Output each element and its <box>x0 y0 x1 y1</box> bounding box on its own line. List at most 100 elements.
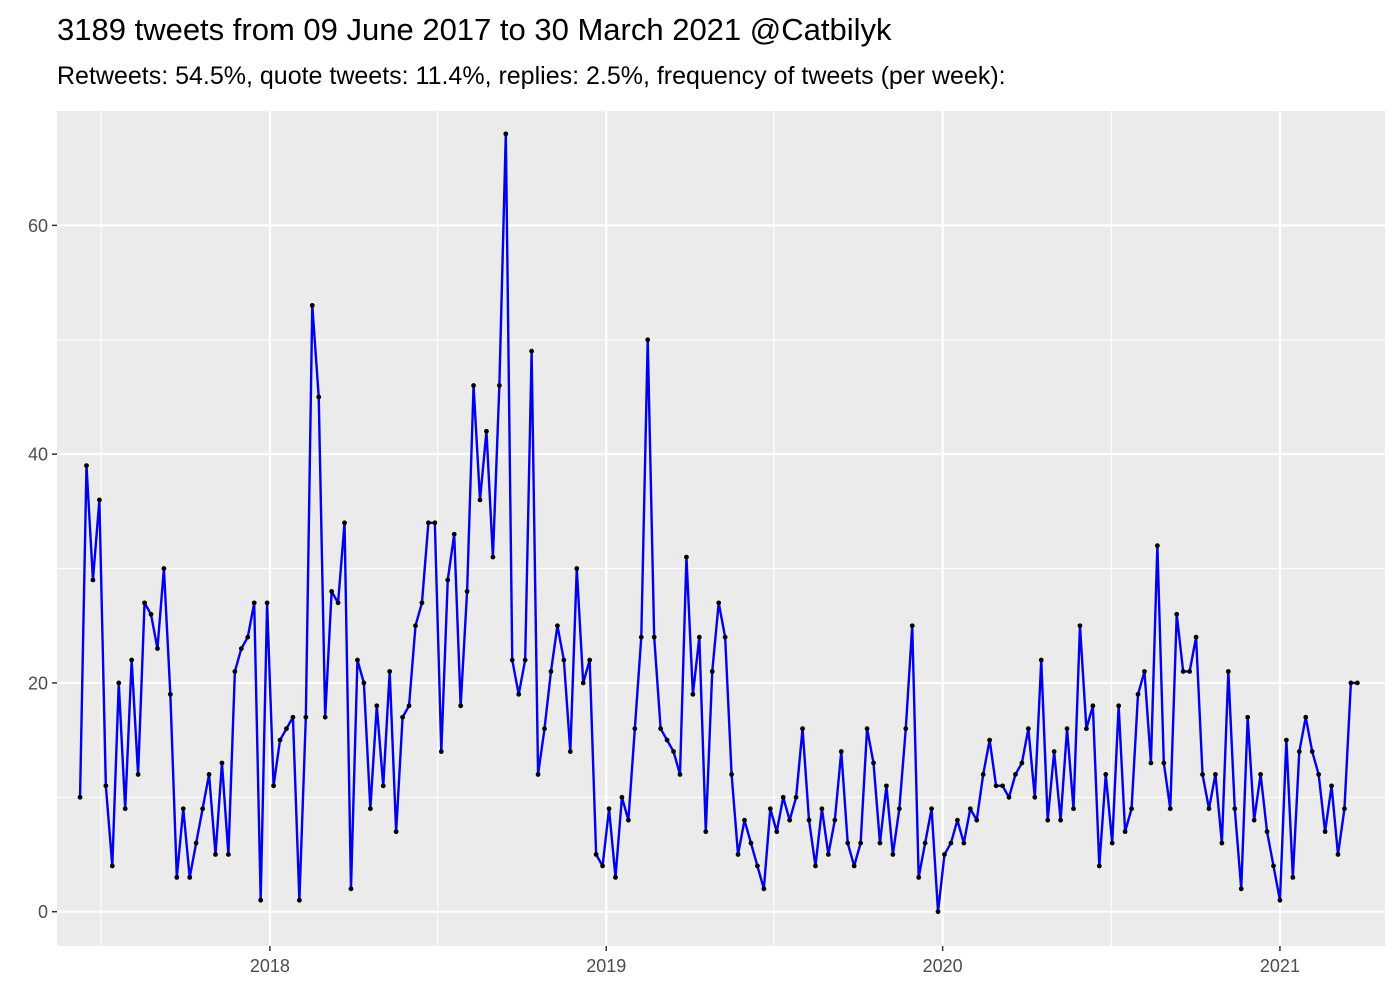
data-point <box>1290 874 1296 880</box>
data-point <box>755 863 760 869</box>
data-point <box>1142 669 1147 674</box>
data-point <box>277 737 283 743</box>
data-point <box>1019 760 1025 766</box>
data-point <box>1103 772 1109 777</box>
data-point <box>316 394 322 400</box>
data-point <box>432 520 438 526</box>
y-tick-label: 20 <box>28 673 48 693</box>
data-point <box>742 817 747 823</box>
data-point <box>161 566 167 571</box>
data-point <box>471 383 476 388</box>
data-point <box>529 348 535 354</box>
data-point <box>1135 691 1141 697</box>
data-point <box>84 463 89 468</box>
data-point <box>896 806 902 812</box>
data-point <box>774 829 780 835</box>
data-point <box>1187 669 1193 674</box>
data-point <box>1206 806 1212 812</box>
data-point <box>1051 749 1057 754</box>
data-point <box>258 897 264 903</box>
data-point <box>1032 794 1038 800</box>
data-point <box>935 909 941 915</box>
data-point <box>232 669 238 674</box>
data-point <box>619 794 625 800</box>
data-point <box>77 794 83 800</box>
data-point <box>1148 760 1154 766</box>
chart-title: 3189 tweets from 09 June 2017 to 30 Marc… <box>57 12 892 47</box>
data-point <box>767 806 773 812</box>
data-point <box>555 623 560 629</box>
data-point <box>1213 772 1218 777</box>
data-point <box>167 691 173 697</box>
data-point <box>1154 543 1160 549</box>
data-point <box>413 623 418 629</box>
data-point <box>155 646 160 651</box>
data-point <box>303 714 309 720</box>
data-point <box>606 806 612 812</box>
data-point <box>1348 680 1354 686</box>
data-point <box>961 840 967 846</box>
data-point <box>806 817 812 823</box>
data-point <box>355 657 360 663</box>
data-point <box>142 600 147 606</box>
data-point <box>226 852 231 857</box>
data-point <box>342 520 347 526</box>
data-point <box>1096 863 1102 869</box>
data-point <box>1077 623 1083 629</box>
data-point <box>1238 886 1244 892</box>
data-point <box>1090 703 1096 709</box>
data-point <box>1161 760 1167 766</box>
data-point <box>361 680 367 686</box>
data-point <box>1322 829 1328 835</box>
data-point <box>813 863 818 869</box>
data-point <box>219 760 225 766</box>
data-point <box>703 829 709 835</box>
data-point <box>503 131 509 137</box>
data-point <box>284 726 289 732</box>
data-point <box>638 634 644 640</box>
chart-subtitle: Retweets: 54.5%, quote tweets: 11.4%, re… <box>57 62 1006 90</box>
data-point <box>322 714 328 720</box>
data-point <box>1193 634 1199 640</box>
data-point <box>187 874 193 880</box>
data-point <box>1045 817 1051 823</box>
data-point <box>664 737 670 743</box>
major-gridlines <box>57 111 1385 946</box>
data-point <box>496 383 502 388</box>
data-point <box>1058 817 1063 823</box>
data-point <box>709 669 715 674</box>
data-point <box>464 589 470 594</box>
x-tick-label: 2020 <box>923 956 963 976</box>
data-point <box>690 691 696 697</box>
data-point <box>1271 863 1276 869</box>
data-point <box>103 783 109 789</box>
data-point <box>909 623 915 629</box>
data-point <box>213 852 218 857</box>
data-point <box>1084 726 1089 732</box>
data-point <box>1167 806 1173 812</box>
data-point <box>1200 772 1205 777</box>
data-point <box>264 600 270 606</box>
data-point <box>1335 852 1341 857</box>
data-point <box>832 817 838 823</box>
data-point <box>1283 737 1289 743</box>
data-point <box>684 554 689 560</box>
data-point <box>748 840 754 846</box>
data-point <box>1174 611 1180 617</box>
data-point <box>574 566 580 571</box>
data-point <box>1245 714 1251 720</box>
data-point <box>600 863 605 869</box>
data-point <box>1116 703 1122 709</box>
data-point <box>484 428 489 434</box>
data-point <box>271 783 276 789</box>
data-point <box>374 703 380 709</box>
data-point <box>380 783 386 789</box>
data-point <box>916 874 922 880</box>
data-point <box>871 760 876 766</box>
data-point <box>903 726 909 732</box>
data-point <box>987 737 993 743</box>
data-point <box>761 886 767 892</box>
data-point <box>348 886 354 892</box>
data-point <box>109 863 115 869</box>
